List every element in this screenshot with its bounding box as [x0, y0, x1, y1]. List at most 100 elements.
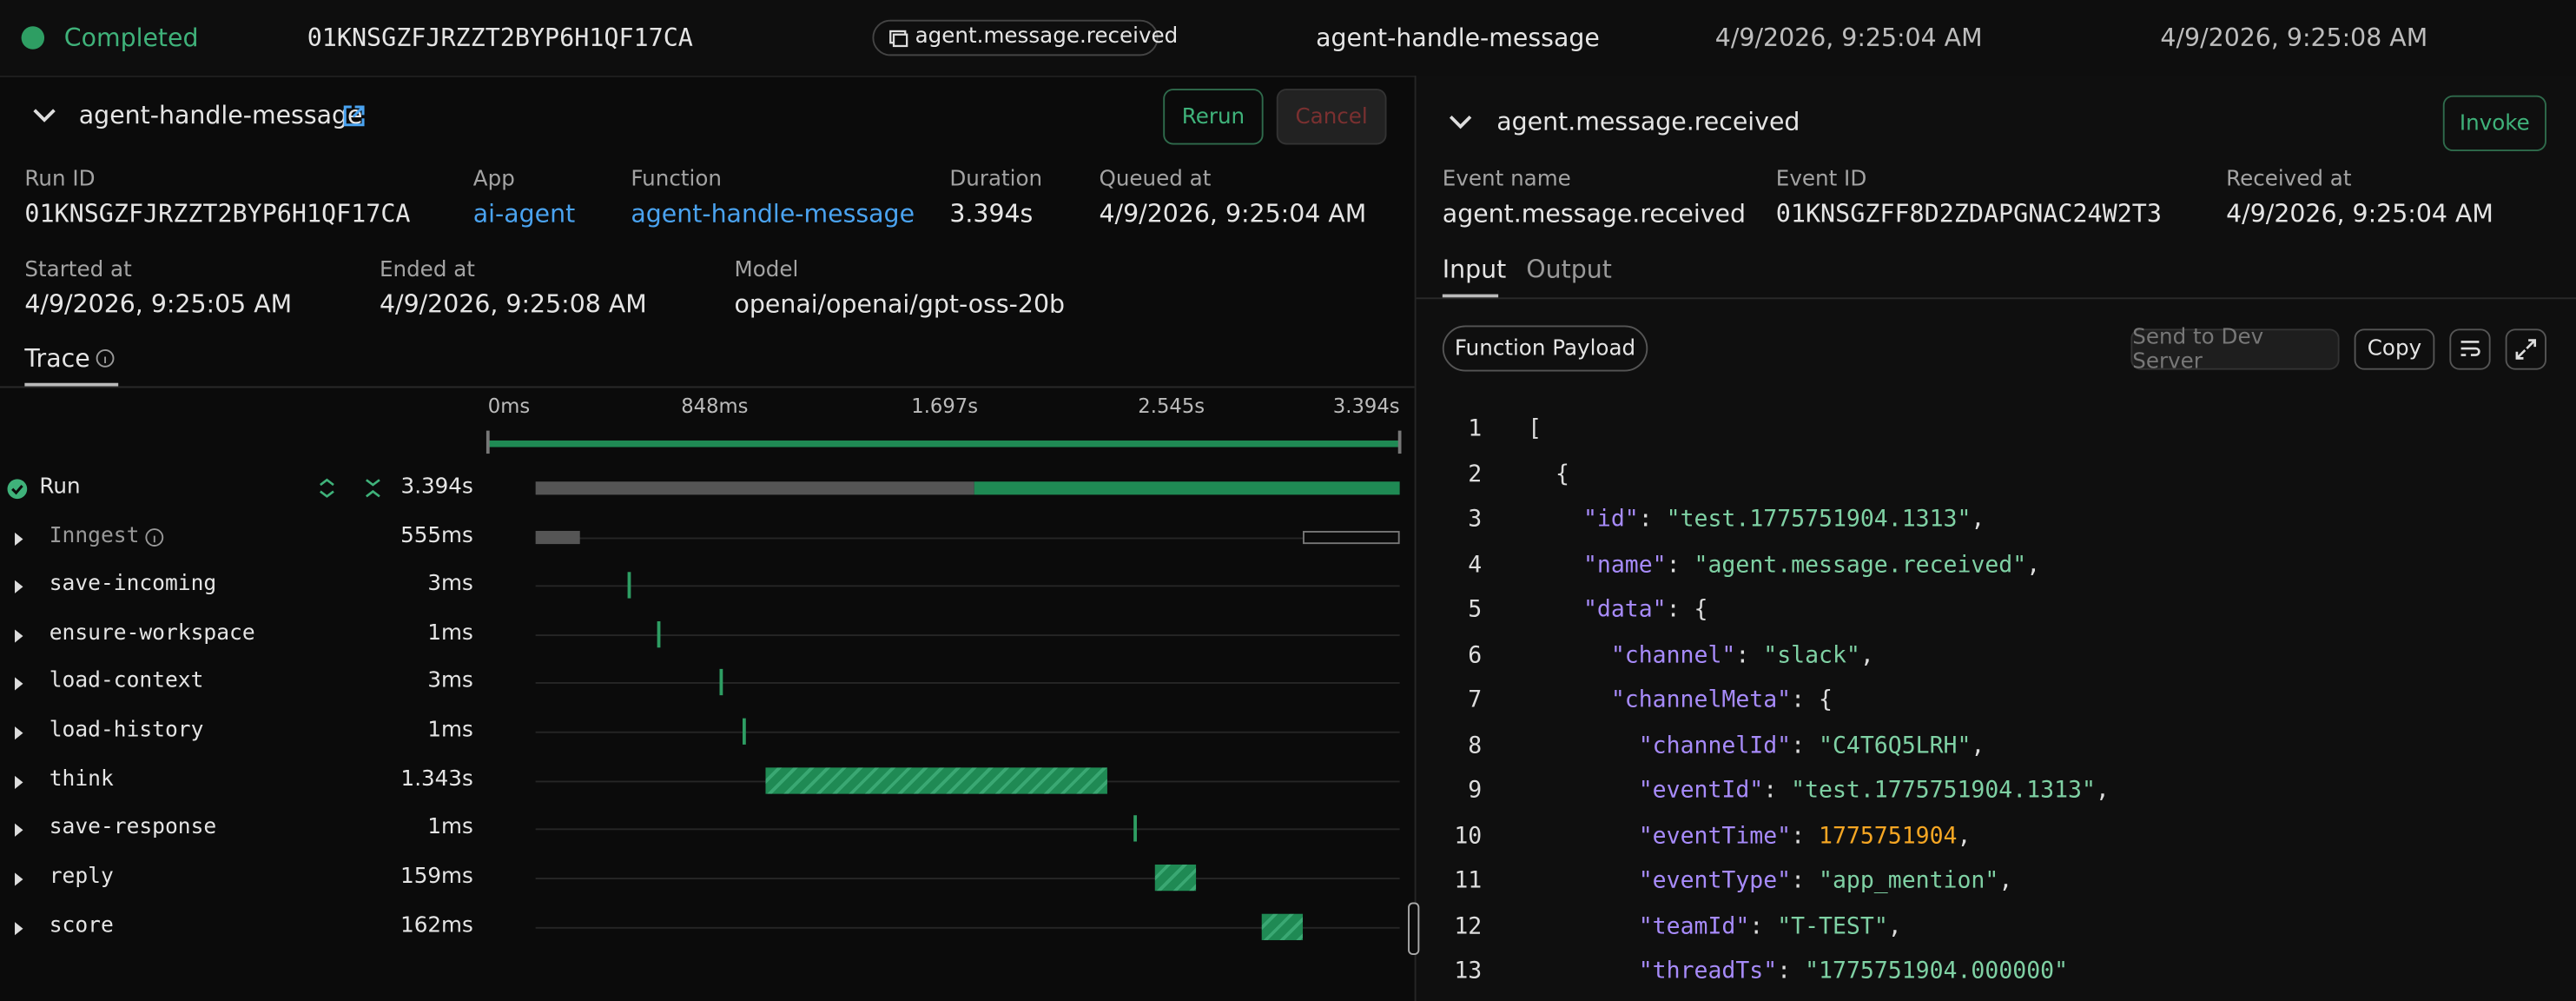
- event-field-value: 01KNSGZFF8D2ZDAPGNAC24W2T3: [1775, 198, 2162, 229]
- code-token: ,: [2095, 777, 2110, 804]
- span-name[interactable]: save-incoming: [49, 572, 217, 597]
- code-token: [1805, 733, 1819, 759]
- span-expand: [11, 772, 24, 789]
- row-line: [535, 634, 1400, 637]
- code-token: :: [1791, 867, 1806, 895]
- code-token: [1528, 687, 1611, 713]
- span-duration: 3.394s: [400, 474, 473, 500]
- span-bar: [1133, 815, 1137, 842]
- code-token: "C4T6Q5LRH": [1819, 732, 1972, 759]
- span-name: Run: [39, 474, 81, 500]
- invoke-button[interactable]: Invoke: [2442, 95, 2546, 152]
- span-bar: [1154, 864, 1197, 892]
- send-dev-button[interactable]: Send to Dev Server: [2130, 325, 2340, 374]
- info-icon-svg: [96, 348, 115, 368]
- event-pill[interactable]: [872, 19, 1159, 56]
- span-name[interactable]: reply: [49, 864, 114, 890]
- code-token: ,: [1998, 867, 2013, 895]
- wrap-button[interactable]: [2449, 328, 2491, 370]
- code-token: [1528, 597, 1583, 623]
- code-token: :: [1791, 822, 1806, 850]
- span-name[interactable]: load-history: [49, 718, 204, 743]
- event-panel: [1414, 76, 2576, 1001]
- input-tab-underline: [1442, 294, 1499, 298]
- event-field-label: Event name: [1442, 167, 1571, 193]
- expand-button[interactable]: [2505, 328, 2546, 370]
- timeline-tick-label: 848ms: [681, 394, 749, 418]
- span-expand: [11, 626, 24, 643]
- code-token: [1528, 823, 1639, 849]
- code-token: "slack": [1763, 641, 1860, 668]
- collapse-chevron-svg: [33, 109, 56, 123]
- external-link: [341, 103, 366, 128]
- field-value[interactable]: agent-handle-message: [631, 198, 915, 229]
- span-name[interactable]: Inngest: [49, 524, 140, 549]
- span-duration: 555ms: [400, 524, 473, 549]
- expand-all-svg: [320, 478, 334, 498]
- code-line: "name": "agent.message.received",: [1528, 554, 2040, 576]
- tab-border: [1416, 297, 2576, 300]
- trace-tab[interactable]: Trace: [24, 343, 90, 374]
- span-name[interactable]: load-context: [49, 668, 204, 694]
- code-token: [1528, 868, 1639, 894]
- code-token: ,: [1971, 732, 1985, 759]
- line-number: 10: [1454, 822, 1483, 850]
- span-bar: [1261, 913, 1304, 940]
- span-bar: [535, 481, 974, 495]
- rerun-button[interactable]: Rerun: [1163, 89, 1264, 145]
- span-duration: 3ms: [427, 668, 473, 694]
- header-run-id: 01KNSGZFJRZZT2BYP6H1QF17CA: [307, 23, 693, 53]
- code-token: "id": [1582, 506, 1639, 533]
- code-token: "test.1775751904.1313": [1791, 777, 2096, 804]
- code-token: [1528, 507, 1583, 533]
- field-label: Started at: [24, 257, 132, 283]
- cancel-button[interactable]: Cancel: [1276, 89, 1387, 145]
- run-title: agent-handle-message: [78, 100, 363, 130]
- span-name[interactable]: score: [49, 913, 114, 939]
- field-label: Duration: [949, 167, 1043, 193]
- timeline-tick-label: 1.697s: [911, 394, 979, 418]
- output-tab[interactable]: Output: [1526, 255, 1612, 285]
- resize-handle[interactable]: [1408, 902, 1420, 956]
- code-token: :: [1791, 732, 1806, 759]
- header-function: agent-handle-message: [1316, 23, 1600, 53]
- span-name[interactable]: ensure-workspace: [49, 621, 255, 646]
- info-icon: [96, 348, 116, 368]
- code-token: "agent.message.received": [1694, 551, 2027, 578]
- span-expand-svg: [15, 629, 23, 643]
- collapse-chevron-svg: [1449, 115, 1472, 129]
- timeline-axis: [487, 440, 1400, 447]
- timeline-tick-label: 3.394s: [1332, 394, 1400, 418]
- span-duration: 162ms: [400, 913, 473, 939]
- span-expand-svg: [15, 775, 23, 789]
- span-bar: [627, 572, 631, 599]
- span-expand-svg: [15, 580, 23, 593]
- field-value: 4/9/2026, 9:25:08 AM: [379, 288, 647, 319]
- wrap-icon: [2460, 341, 2480, 356]
- row-line: [535, 682, 1400, 684]
- payload-button[interactable]: Function Payload: [1442, 325, 1648, 372]
- line-number: 13: [1454, 958, 1483, 985]
- span-expand-svg: [15, 922, 23, 936]
- line-number: 9: [1468, 777, 1483, 804]
- copy-button[interactable]: Copy: [2354, 328, 2435, 370]
- code-token: :: [1638, 506, 1653, 533]
- code-token: ,: [1859, 641, 1874, 668]
- span-name[interactable]: save-response: [49, 815, 217, 840]
- span-expand-svg: [15, 677, 23, 691]
- input-tab[interactable]: Input: [1442, 255, 1507, 285]
- code-token: [1791, 958, 1805, 984]
- event-icon-svg: [889, 30, 908, 48]
- code-token: "test.1775751904.1313": [1666, 506, 1972, 533]
- event-field-value: 4/9/2026, 9:25:04 AM: [2226, 198, 2493, 229]
- code-line: "eventTime": 1775751904,: [1528, 822, 1972, 850]
- span-bar: [1303, 530, 1400, 545]
- field-value[interactable]: ai-agent: [472, 198, 576, 229]
- span-name[interactable]: think: [49, 767, 114, 792]
- span-expand-svg: [15, 532, 23, 547]
- timeline-tick-label: 2.545s: [1138, 394, 1205, 418]
- code-token: "app_mention": [1819, 867, 1999, 895]
- timeline-tick-label: 0ms: [487, 394, 531, 418]
- span-duration: 159ms: [400, 864, 473, 890]
